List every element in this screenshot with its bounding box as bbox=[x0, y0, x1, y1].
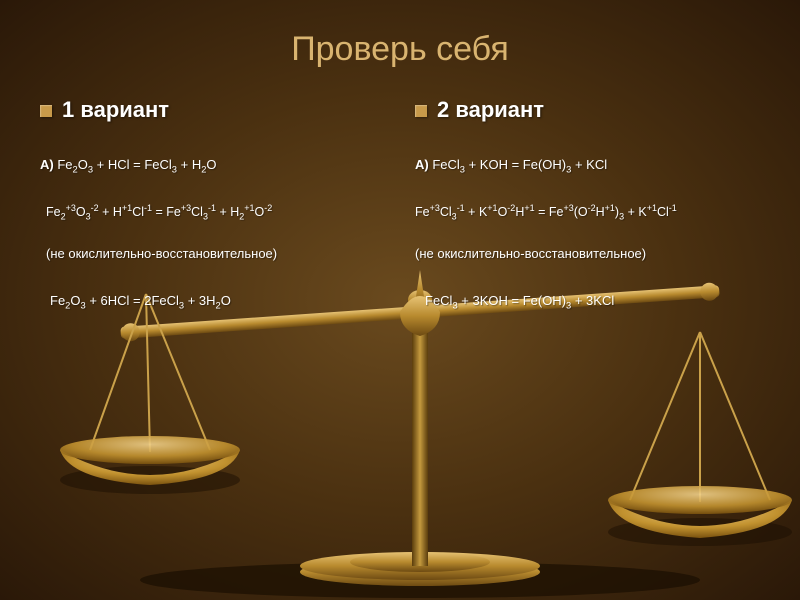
slide-title: Проверь себя bbox=[40, 30, 760, 69]
left-final-equation: Fe2O3 + 6HCl = 2FeCl3 + 3H2O bbox=[40, 293, 385, 310]
column-right: 2 вариант А) FeCl3 + KOH = Fe(OH)3 + KCl… bbox=[415, 97, 760, 338]
left-note: (не окислительно-восстановительное) bbox=[40, 246, 385, 263]
right-final-equation: FeCl3 + 3KOH = Fe(OH)3 + 3KCl bbox=[415, 293, 760, 310]
bullet-icon bbox=[415, 105, 427, 117]
bullet-icon bbox=[40, 105, 52, 117]
column-left: 1 вариант А) Fe2O3 + HCl = FeCl3 + H2O F… bbox=[40, 97, 385, 338]
variant-2-header: 2 вариант bbox=[415, 97, 760, 123]
variant-2-title: 2 вариант bbox=[437, 97, 544, 123]
content-columns: 1 вариант А) Fe2O3 + HCl = FeCl3 + H2O F… bbox=[40, 97, 760, 338]
left-oxidation-line: Fe2+3O3-2 + H+1Cl-1 = Fe+3Cl3-1 + H2+1O-… bbox=[40, 204, 385, 220]
right-note: (не окислительно-восстановительное) bbox=[415, 246, 760, 263]
slide: Проверь себя 1 вариант А) Fe2O3 + HCl = … bbox=[0, 0, 800, 600]
right-equation-a: А) FeCl3 + KOH = Fe(OH)3 + KCl bbox=[415, 157, 760, 174]
variant-1-title: 1 вариант bbox=[62, 97, 169, 123]
left-equation-a: А) Fe2O3 + HCl = FeCl3 + H2O bbox=[40, 157, 385, 174]
right-oxidation-line: Fe+3Cl3-1 + K+1O-2H+1 = Fe+3(O-2H+1)3 + … bbox=[415, 204, 760, 220]
variant-1-header: 1 вариант bbox=[40, 97, 385, 123]
